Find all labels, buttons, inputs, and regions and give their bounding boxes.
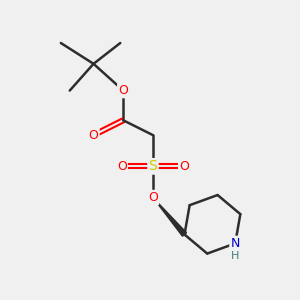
Text: O: O	[117, 160, 127, 173]
Text: O: O	[148, 191, 158, 204]
Text: O: O	[88, 129, 98, 142]
Text: O: O	[179, 160, 189, 173]
Text: H: H	[231, 251, 239, 261]
Text: S: S	[148, 159, 157, 173]
Polygon shape	[153, 198, 187, 236]
Text: N: N	[230, 237, 240, 250]
Text: O: O	[118, 84, 128, 97]
